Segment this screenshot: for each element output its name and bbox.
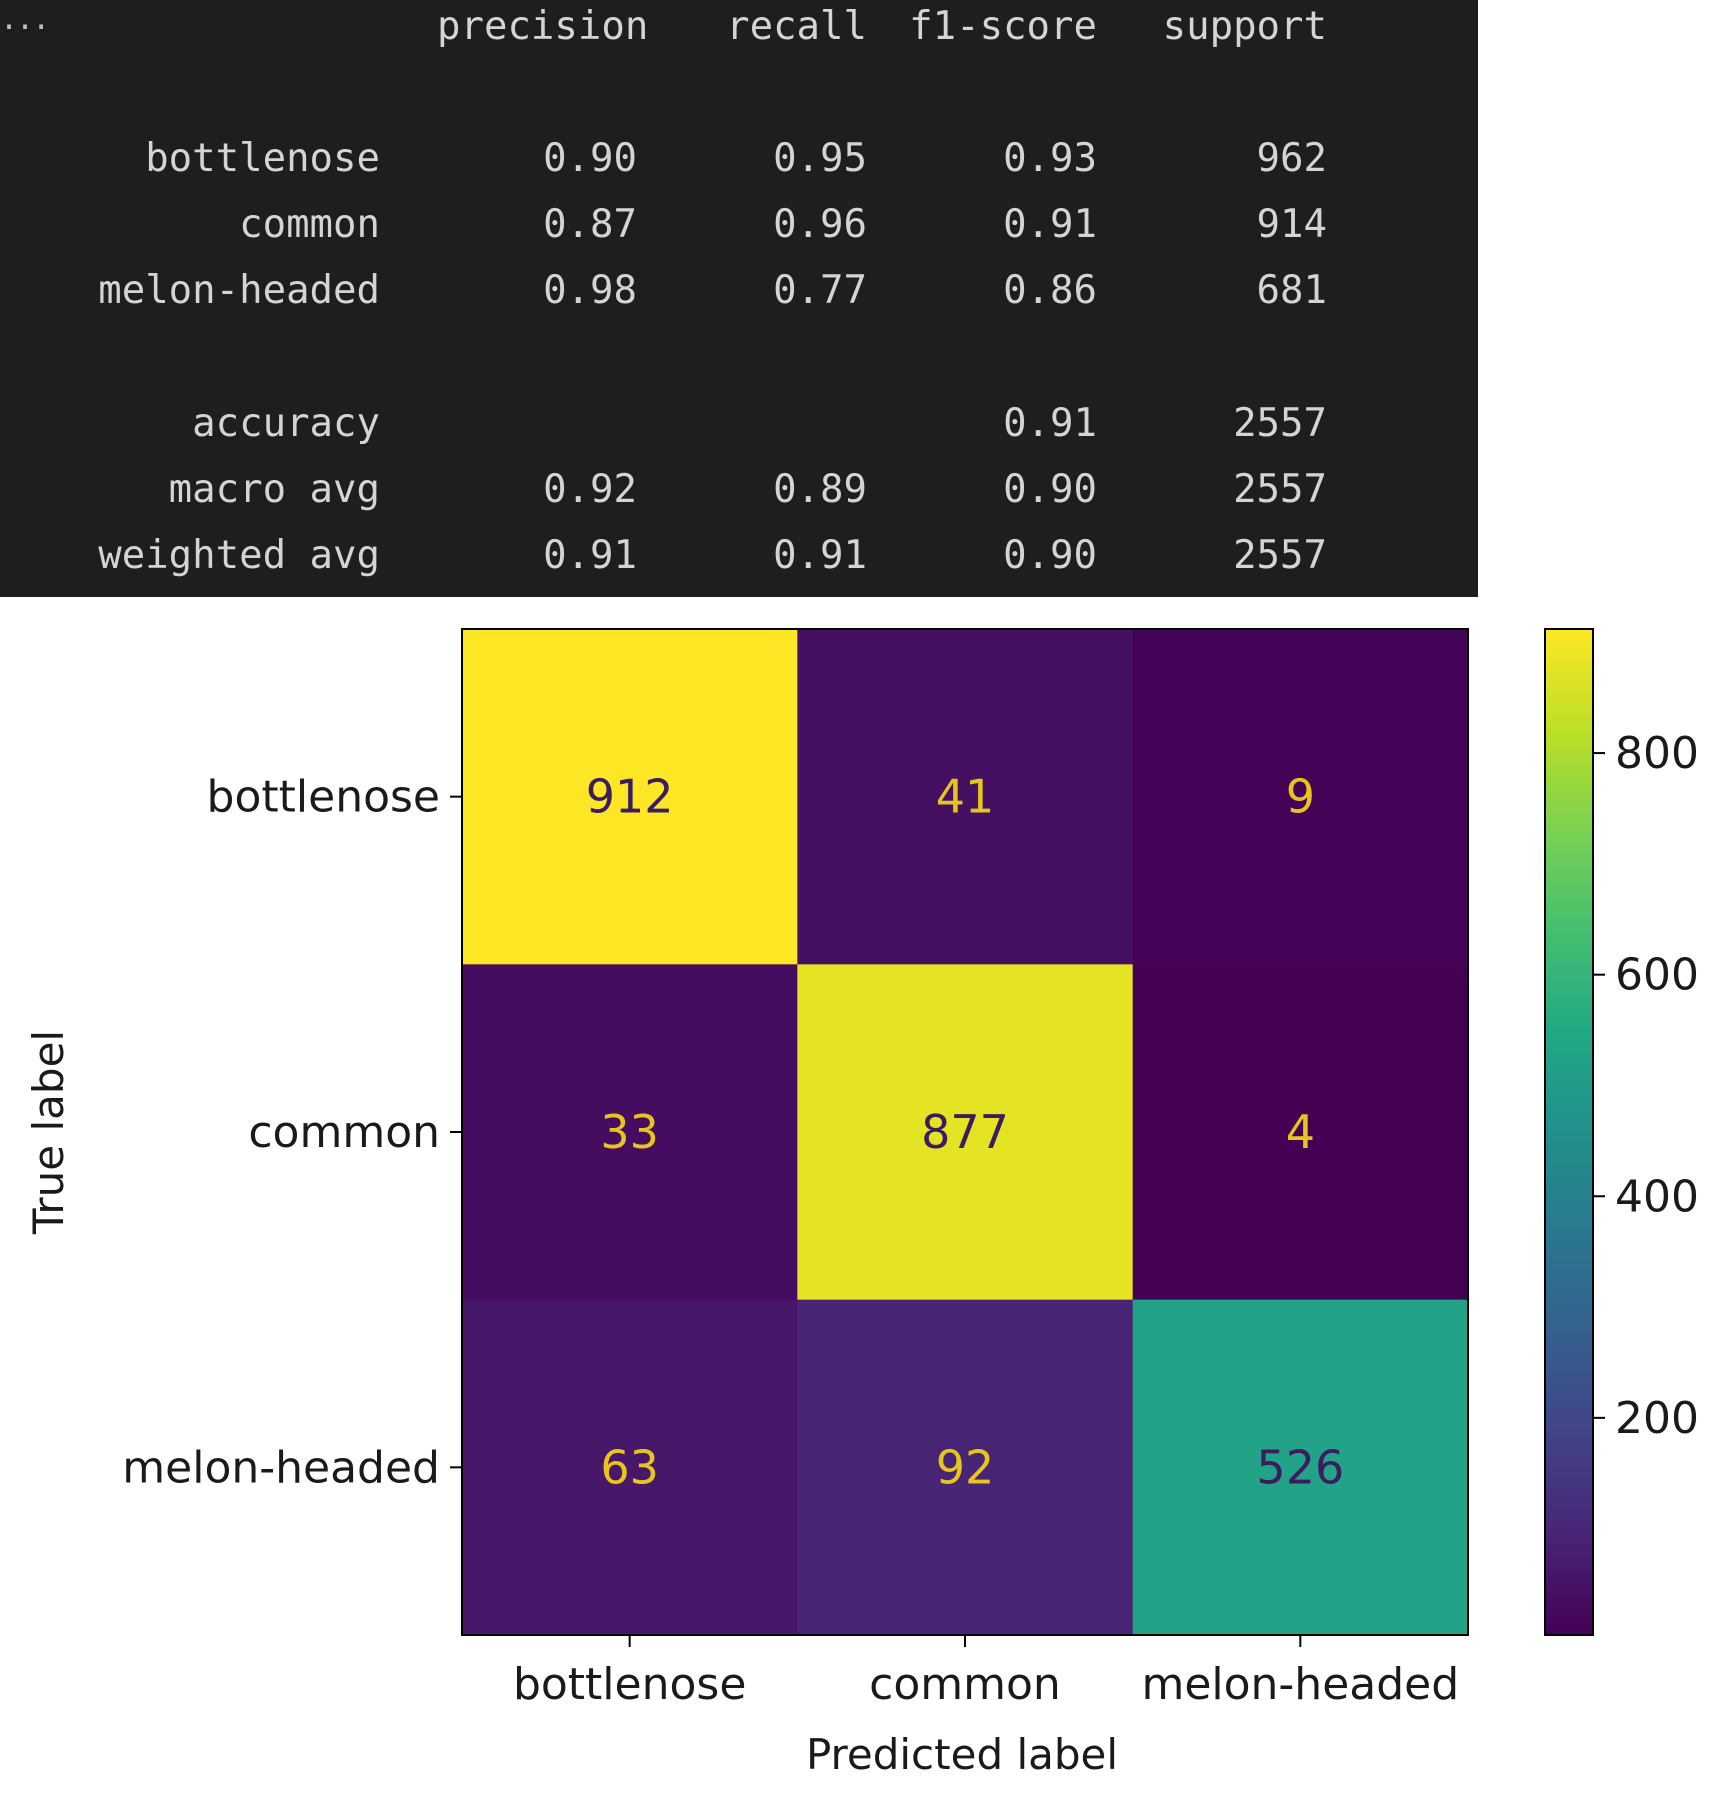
cell-value-label: 4 (1286, 1105, 1315, 1159)
row-label-common: common (239, 202, 380, 247)
header-recall: recall (726, 4, 867, 49)
cell-value-label: 912 (586, 770, 674, 824)
axes: bottlenose common melon-headed bottlenose co… (122, 772, 1459, 1710)
y-tick-label: bottlenose (207, 772, 440, 823)
cell-value-label: 877 (921, 1105, 1009, 1159)
colorbar (1544, 628, 1594, 1636)
colorbar-tick-label: 800 (1615, 728, 1699, 779)
cell-precision: 0.92 (543, 467, 637, 512)
cell-support: 2557 (1233, 533, 1327, 578)
heatmap-cell (1132, 1299, 1469, 1636)
cell-recall: 0.77 (773, 268, 867, 313)
y-tick-label: common (248, 1107, 440, 1158)
x-axis-title: Predicted label (806, 1730, 1118, 1779)
heatmap-cell (462, 1299, 798, 1636)
colorbar-tick-label: 200 (1615, 1393, 1699, 1444)
cell-support: 681 (1256, 268, 1327, 313)
cell-value-label: 9 (1286, 770, 1315, 824)
row-label-bottlenose: bottlenose (145, 136, 380, 181)
cell-f1: 0.91 (1003, 401, 1097, 446)
heatmap-cell (797, 1299, 1134, 1636)
x-tick-label: common (869, 1659, 1061, 1710)
cell-precision: 0.91 (543, 533, 637, 578)
header-support: support (1162, 4, 1327, 49)
cell-value-label: 92 (936, 1440, 995, 1494)
colorbar-ticks: 200 400 600 800 (1593, 728, 1699, 1444)
cell-value-label: 33 (600, 1105, 659, 1159)
colorbar-tick-label: 600 (1615, 950, 1699, 1001)
cell-value-label: 41 (936, 770, 995, 824)
x-tick-label: bottlenose (513, 1659, 746, 1710)
heatmap-cell (462, 964, 798, 1301)
cell-value-label: 63 (600, 1440, 659, 1494)
y-tick-label: melon-headed (122, 1442, 440, 1493)
output-ellipsis-icon[interactable]: ... (0, 2, 50, 37)
cell-f1: 0.90 (1003, 533, 1097, 578)
cell-f1: 0.86 (1003, 268, 1097, 313)
cell-recall: 0.96 (773, 202, 867, 247)
heatmap-cell (1132, 629, 1469, 965)
cell-support: 2557 (1233, 401, 1327, 446)
heatmap-cell (462, 629, 798, 965)
header-f1-score: f1-score (909, 4, 1097, 49)
heatmap-cell (797, 964, 1134, 1301)
heatmap-cells: 912 41 9 33 877 4 63 92 526 (462, 629, 1469, 1636)
cell-support: 2557 (1233, 467, 1327, 512)
cell-precision: 0.90 (543, 136, 637, 181)
colorbar-tick-label: 400 (1615, 1171, 1699, 1222)
confusion-matrix-chart: 912 41 9 33 877 4 63 92 526 bottlenose common melo… (24, 628, 1699, 1779)
x-tick-label: melon-headed (1141, 1659, 1459, 1710)
cell-precision: 0.98 (543, 268, 637, 313)
heatmap-cell (797, 629, 1134, 965)
row-label-accuracy: accuracy (192, 401, 380, 446)
row-label-macro-avg: macro avg (168, 467, 380, 512)
classification-report-output: ... precision recall f1-score support bo… (0, 0, 1478, 597)
cell-f1: 0.91 (1003, 202, 1097, 247)
y-axis-title: True label (24, 1030, 73, 1235)
row-label-weighted-avg: weighted avg (98, 533, 380, 578)
cell-recall: 0.89 (773, 467, 867, 512)
cell-recall: 0.91 (773, 533, 867, 578)
cell-recall: 0.95 (773, 136, 867, 181)
header-precision: precision (437, 4, 649, 49)
cell-support: 962 (1256, 136, 1327, 181)
cell-value-label: 526 (1256, 1440, 1344, 1494)
row-label-melon-headed: melon-headed (98, 268, 380, 313)
cell-f1: 0.93 (1003, 136, 1097, 181)
heatmap-cell (1132, 964, 1469, 1301)
cell-precision: 0.87 (543, 202, 637, 247)
cell-support: 914 (1256, 202, 1327, 247)
cell-f1: 0.90 (1003, 467, 1097, 512)
